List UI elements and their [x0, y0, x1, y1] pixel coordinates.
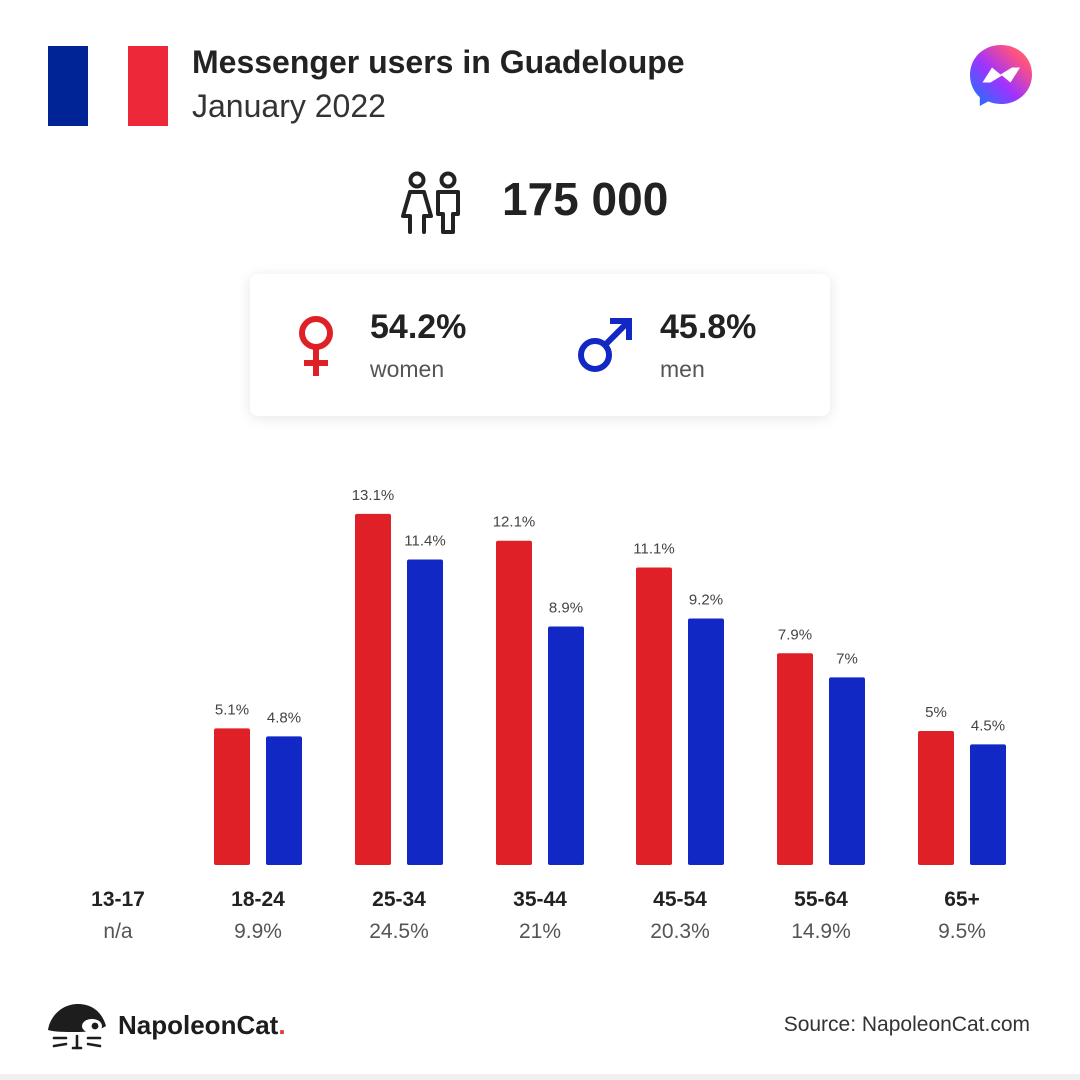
category-label-65+: 65+ [944, 888, 980, 911]
category-total-13-17: n/a [103, 920, 133, 943]
category-label-25-34: 25-34 [372, 888, 426, 911]
data-label-women-65+: 5% [925, 704, 947, 721]
bottom-divider [0, 1074, 1080, 1080]
bar-women-35-44 [496, 540, 532, 865]
data-label-men-35-44: 8.9% [549, 599, 583, 616]
flag-band-red [128, 46, 168, 126]
bar-men-45-54 [688, 618, 724, 865]
category-total-25-34: 24.5% [369, 920, 429, 943]
data-label-women-45-54: 11.1% [633, 541, 674, 558]
category-total-45-54: 20.3% [650, 920, 710, 943]
men-percentage: 45.8% [660, 308, 757, 346]
page-subtitle: January 2022 [192, 88, 386, 124]
bar-men-65+ [970, 744, 1006, 865]
total-users-count: 175 000 [502, 173, 669, 225]
data-label-men-55-64: 7% [836, 650, 858, 667]
category-total-18-24: 9.9% [234, 920, 282, 943]
data-label-men-45-54: 9.2% [689, 591, 723, 608]
napoleoncat-logo-icon [48, 1004, 106, 1050]
page-title: Messenger users in Guadeloupe [192, 44, 685, 80]
category-label-18-24: 18-24 [231, 888, 285, 911]
category-total-65+: 9.5% [938, 920, 986, 943]
france-flag-icon [48, 46, 168, 126]
category-label-45-54: 45-54 [653, 888, 707, 911]
brand-text: NapoleonCat [118, 1010, 279, 1040]
category-label-55-64: 55-64 [794, 888, 848, 911]
data-label-women-25-34: 13.1% [352, 487, 395, 504]
women-label: women [370, 356, 445, 382]
brand-dot: . [278, 1010, 286, 1040]
data-label-women-18-24: 5.1% [215, 701, 249, 718]
age-gender-bar-chart: 13-17 n/a 5.1% 4.8% 18-24 9.9% 13.1% 11.4% 25-34… [91, 487, 1006, 943]
source-credit: Source: NapoleonCat.com [783, 1013, 1030, 1036]
bar-women-55-64 [777, 653, 813, 865]
women-percentage: 54.2% [370, 308, 467, 346]
bar-women-25-34 [355, 513, 391, 865]
data-label-men-18-24: 4.8% [267, 709, 301, 726]
bar-men-18-24 [266, 736, 302, 865]
men-label: men [660, 356, 705, 382]
bar-men-35-44 [548, 626, 584, 865]
messenger-icon [970, 45, 1032, 106]
category-total-35-44: 21% [519, 920, 561, 943]
category-label-35-44: 35-44 [513, 888, 567, 911]
brand-name: NapoleonCat. [118, 1010, 286, 1041]
gender-split-card: 54.2% women 45.8% men [250, 274, 830, 416]
data-label-women-55-64: 7.9% [778, 626, 812, 643]
flag-band-white [88, 46, 128, 126]
bar-women-18-24 [214, 728, 250, 865]
bar-women-45-54 [636, 567, 672, 865]
bar-men-25-34 [407, 559, 443, 865]
category-label-13-17: 13-17 [91, 888, 145, 911]
flag-band-blue [48, 46, 88, 126]
data-label-men-65+: 4.5% [971, 717, 1005, 734]
female-symbol-icon [299, 316, 333, 376]
bar-women-65+ [918, 731, 954, 865]
category-total-55-64: 14.9% [791, 920, 851, 943]
data-label-men-25-34: 11.4% [404, 532, 445, 549]
bar-men-55-64 [829, 677, 865, 865]
data-label-women-35-44: 12.1% [493, 514, 536, 531]
male-symbol-icon [578, 318, 632, 372]
people-icon [401, 171, 460, 234]
